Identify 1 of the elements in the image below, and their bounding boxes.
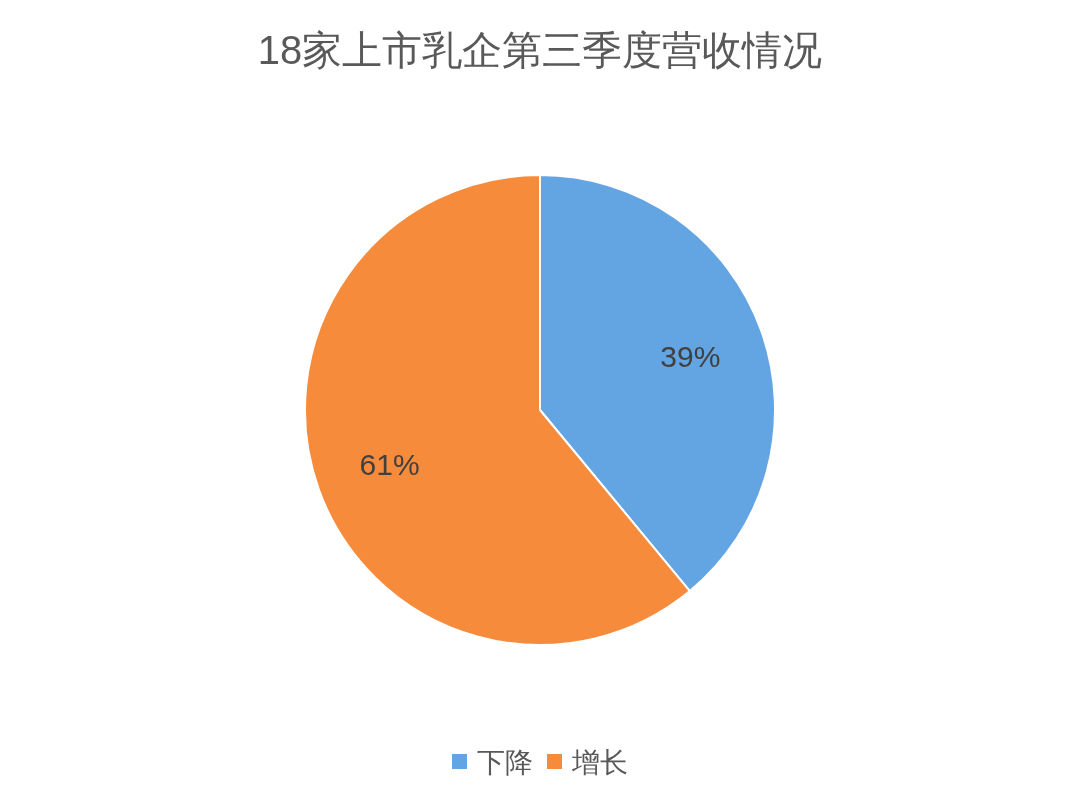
- title: 18家上市乳企第三季度营收情况: [257, 28, 823, 72]
